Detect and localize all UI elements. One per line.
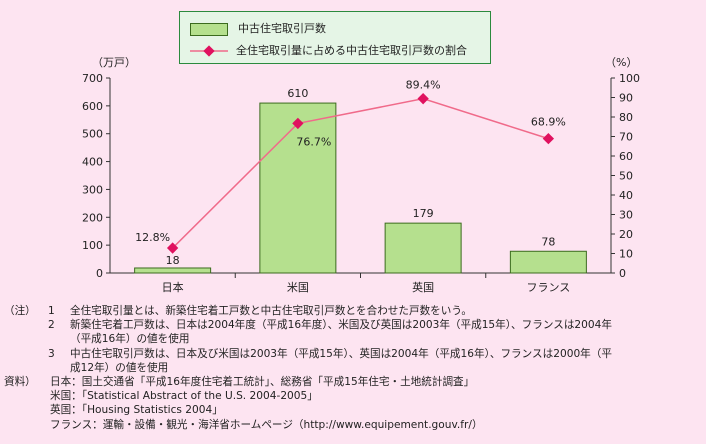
right-axis-unit: （%） xyxy=(605,56,637,69)
bar xyxy=(134,267,212,274)
line-series xyxy=(166,93,555,254)
source-row: 米国：「Statistical Abstract of the U.S. 200… xyxy=(4,389,704,403)
right-axis-tick-label: 40 xyxy=(619,189,633,202)
bar-value-label: 78 xyxy=(541,235,555,248)
left-axis-tick-label: 600 xyxy=(82,100,103,113)
note-text: 中古住宅取引戸数は、日本及び米国は2003年（平成15年）、英国は2004年（平… xyxy=(70,347,612,360)
left-axis-tick-label: 0 xyxy=(96,267,103,280)
note-row: 3 中古住宅取引戸数は、日本及び米国は2003年（平成15年）、英国は2004年… xyxy=(4,347,704,361)
line-value-label: 76.7% xyxy=(296,135,331,148)
left-axis-tick-label: 400 xyxy=(82,156,103,169)
right-axis-tick-label: 80 xyxy=(619,111,633,124)
legend-item-line: 全住宅取引量に占める中古住宅取引戸数の割合 xyxy=(190,42,467,58)
x-axis-tick-label: 英国 xyxy=(412,280,434,294)
right-axis-tick-label: 30 xyxy=(619,209,633,222)
left-axis-tick-label: 500 xyxy=(82,128,103,141)
left-axis-tick-label: 100 xyxy=(82,239,103,252)
right-axis-tick-label: 60 xyxy=(619,150,633,163)
bar-value-label: 179 xyxy=(413,207,434,220)
source-row: フランス：運輸・設備・観光・海洋省ホームページ（http://www.equip… xyxy=(4,418,704,432)
right-axis-tick-label: 0 xyxy=(619,267,626,280)
bar-series xyxy=(134,102,587,274)
note-text-cont: 成12年）の値を使用 xyxy=(70,361,169,374)
left-axis-tick-label: 200 xyxy=(82,211,103,224)
source-text: 英国：「Housing Statistics 2004」 xyxy=(50,404,223,417)
line-value-label: 89.4% xyxy=(406,79,441,92)
line-marker xyxy=(542,132,555,145)
bar-value-label: 18 xyxy=(166,254,180,267)
note-text-cont: （平成16年）の値を使用 xyxy=(70,333,190,346)
bar xyxy=(384,222,462,274)
source-row: 英国：「Housing Statistics 2004」 xyxy=(4,403,704,417)
bar-value-label: 610 xyxy=(287,87,308,100)
bar xyxy=(259,102,337,274)
x-axis-tick-label: 米国 xyxy=(287,281,309,294)
note-row: 2 新築住宅着工戸数は、日本は2004年度（平成16年度）、米国及び英国は200… xyxy=(4,318,704,332)
notes-section: （注） 1 全住宅取引量とは、新築住宅着工戸数と中古住宅取引戸数とを合わせた戸数… xyxy=(4,304,704,432)
legend-line-label: 全住宅取引量に占める中古住宅取引戸数の割合 xyxy=(236,44,467,57)
x-axis-tick-label: 日本 xyxy=(162,280,184,294)
line-marker xyxy=(166,242,179,254)
note-row-cont: （平成16年）の値を使用 xyxy=(4,332,704,346)
source-text: フランス：運輸・設備・観光・海洋省ホームページ（http://www.equip… xyxy=(50,418,483,431)
right-axis-tick-label: 100 xyxy=(619,72,640,85)
note-number: 1 xyxy=(48,305,55,317)
legend-line-swatch xyxy=(190,45,228,57)
note-number: 2 xyxy=(48,319,55,332)
chart-canvas: 0 100 200 300 400 500 600 700 0 10 20 30 40 50 60 70 80 9… xyxy=(82,56,640,294)
sources-label: 資料） xyxy=(4,375,36,388)
chart-axes: 0 100 200 300 400 500 600 700 0 10 20 30 40 50 60 70 80 9… xyxy=(82,56,640,294)
legend-bar-swatch xyxy=(190,22,228,36)
note-row: （注） 1 全住宅取引量とは、新築住宅着工戸数と中古住宅取引戸数とを合わせた戸数… xyxy=(4,304,704,318)
notes-label: （注） xyxy=(4,305,36,317)
line-value-label: 68.9% xyxy=(531,116,566,129)
source-text: 日本：国土交通省「平成16年度住宅着工統計」、総務省「平成15年住宅・土地統計調… xyxy=(50,375,475,388)
note-number: 3 xyxy=(48,347,55,360)
line-value-label: 12.8% xyxy=(135,231,170,244)
legend-bar-label: 中古住宅取引戸数 xyxy=(238,22,326,35)
source-row: 資料） 日本：国土交通省「平成16年度住宅着工統計」、総務省「平成15年住宅・土… xyxy=(4,375,704,389)
right-axis-tick-label: 50 xyxy=(619,170,633,183)
left-axis-unit: （万戸） xyxy=(92,56,136,69)
left-axis-tick-label: 700 xyxy=(82,72,103,85)
series-line xyxy=(172,97,549,249)
legend: 中古住宅取引戸数 全住宅取引量に占める中古住宅取引戸数の割合 xyxy=(179,11,491,64)
left-axis-tick-label: 300 xyxy=(82,183,103,196)
legend-item-bar: 中古住宅取引戸数 xyxy=(190,20,326,36)
x-axis-tick-label: フランス xyxy=(526,281,570,294)
right-axis-tick-label: 70 xyxy=(619,131,633,144)
data-labels: 18 610 179 78 12.8% 76.7% 89.4% 68.9% xyxy=(135,79,566,267)
source-text: 米国：「Statistical Abstract of the U.S. 200… xyxy=(50,390,318,403)
right-axis-tick-label: 90 xyxy=(619,92,633,105)
right-axis-tick-label: 20 xyxy=(619,228,633,241)
note-row-cont: 成12年）の値を使用 xyxy=(4,361,704,375)
note-text: 全住宅取引量とは、新築住宅着工戸数と中古住宅取引戸数とを合わせた戸数をいう。 xyxy=(70,305,472,317)
bar xyxy=(509,250,587,274)
right-axis-tick-label: 10 xyxy=(619,248,633,261)
line-marker xyxy=(417,93,429,105)
note-text: 新築住宅着工戸数は、日本は2004年度（平成16年度）、米国及び英国は2003年… xyxy=(70,319,612,332)
